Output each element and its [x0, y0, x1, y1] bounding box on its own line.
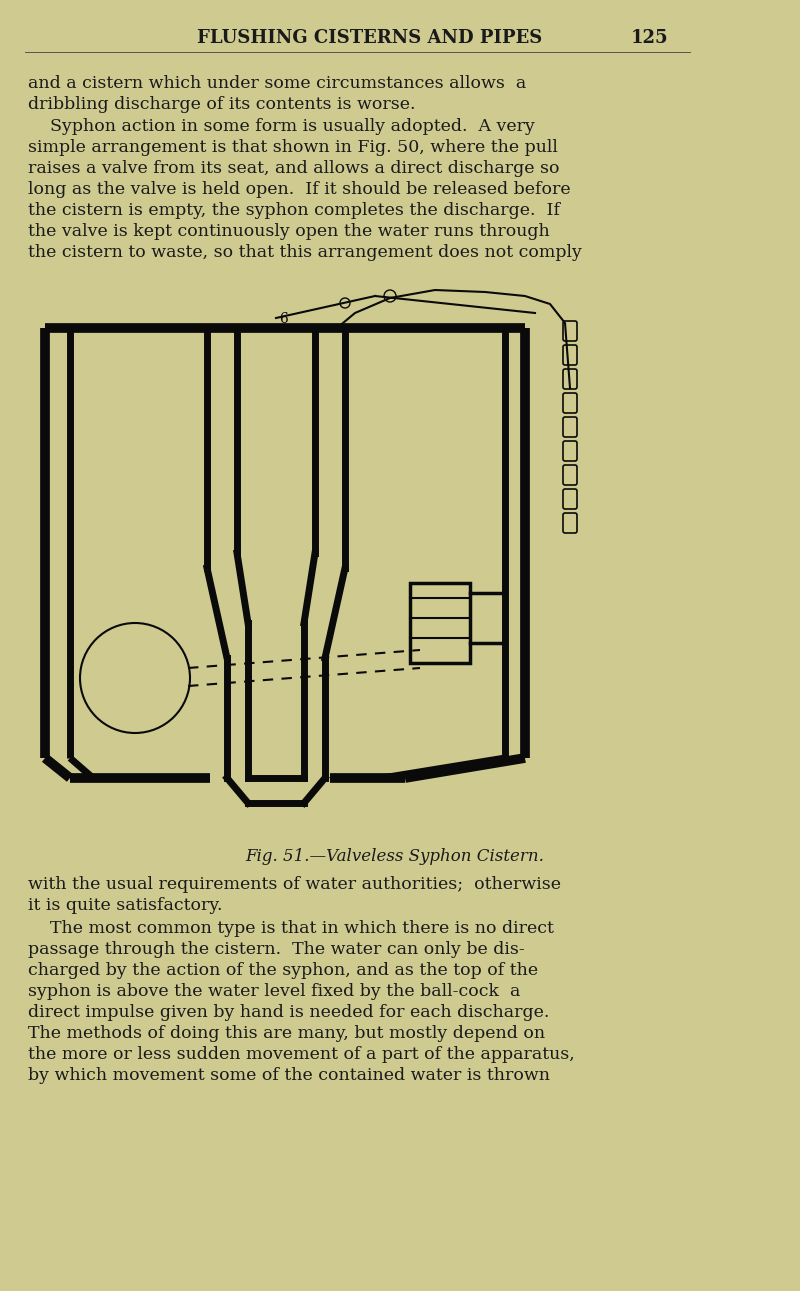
- Text: passage through the cistern.  The water can only be dis-: passage through the cistern. The water c…: [28, 941, 525, 958]
- FancyBboxPatch shape: [563, 442, 577, 461]
- Text: The most common type is that in which there is no direct: The most common type is that in which th…: [28, 920, 554, 937]
- Text: and a cistern which under some circumstances allows  a: and a cistern which under some circumsta…: [28, 75, 526, 92]
- Text: simple arrangement is that shown in Fig. 50, where the pull: simple arrangement is that shown in Fig.…: [28, 139, 558, 156]
- Text: it is quite satisfactory.: it is quite satisfactory.: [28, 897, 222, 914]
- Text: the more or less sudden movement of a part of the apparatus,: the more or less sudden movement of a pa…: [28, 1046, 574, 1062]
- FancyBboxPatch shape: [563, 392, 577, 413]
- FancyBboxPatch shape: [563, 513, 577, 533]
- FancyBboxPatch shape: [563, 345, 577, 365]
- Text: 6: 6: [278, 312, 287, 327]
- Text: charged by the action of the syphon, and as the top of the: charged by the action of the syphon, and…: [28, 962, 538, 979]
- FancyBboxPatch shape: [563, 489, 577, 509]
- FancyBboxPatch shape: [563, 465, 577, 485]
- FancyBboxPatch shape: [563, 417, 577, 436]
- Text: the cistern is empty, the syphon completes the discharge.  If: the cistern is empty, the syphon complet…: [28, 201, 560, 219]
- Text: The methods of doing this are many, but mostly depend on: The methods of doing this are many, but …: [28, 1025, 545, 1042]
- Text: syphon is above the water level fixed by the ball-cock  a: syphon is above the water level fixed by…: [28, 982, 520, 1001]
- FancyBboxPatch shape: [563, 321, 577, 341]
- Text: direct impulse given by hand is needed for each discharge.: direct impulse given by hand is needed f…: [28, 1004, 550, 1021]
- FancyBboxPatch shape: [563, 369, 577, 389]
- Text: Fig. 51.—Valveless Syphon Cistern.: Fig. 51.—Valveless Syphon Cistern.: [245, 848, 544, 865]
- Text: the valve is kept continuously open the water runs through: the valve is kept continuously open the …: [28, 223, 550, 240]
- Text: with the usual requirements of water authorities;  otherwise: with the usual requirements of water aut…: [28, 877, 561, 893]
- FancyBboxPatch shape: [410, 584, 470, 664]
- Text: 125: 125: [631, 28, 669, 46]
- Text: Syphon action in some form is usually adopted.  A very: Syphon action in some form is usually ad…: [28, 117, 535, 136]
- Text: long as the valve is held open.  If it should be released before: long as the valve is held open. If it sh…: [28, 181, 570, 198]
- Text: raises a valve from its seat, and allows a direct discharge so: raises a valve from its seat, and allows…: [28, 160, 559, 177]
- Text: the cistern to waste, so that this arrangement does not comply: the cistern to waste, so that this arran…: [28, 244, 582, 261]
- Text: dribbling discharge of its contents is worse.: dribbling discharge of its contents is w…: [28, 96, 415, 114]
- Text: FLUSHING CISTERNS AND PIPES: FLUSHING CISTERNS AND PIPES: [198, 28, 542, 46]
- Text: by which movement some of the contained water is thrown: by which movement some of the contained …: [28, 1066, 550, 1084]
